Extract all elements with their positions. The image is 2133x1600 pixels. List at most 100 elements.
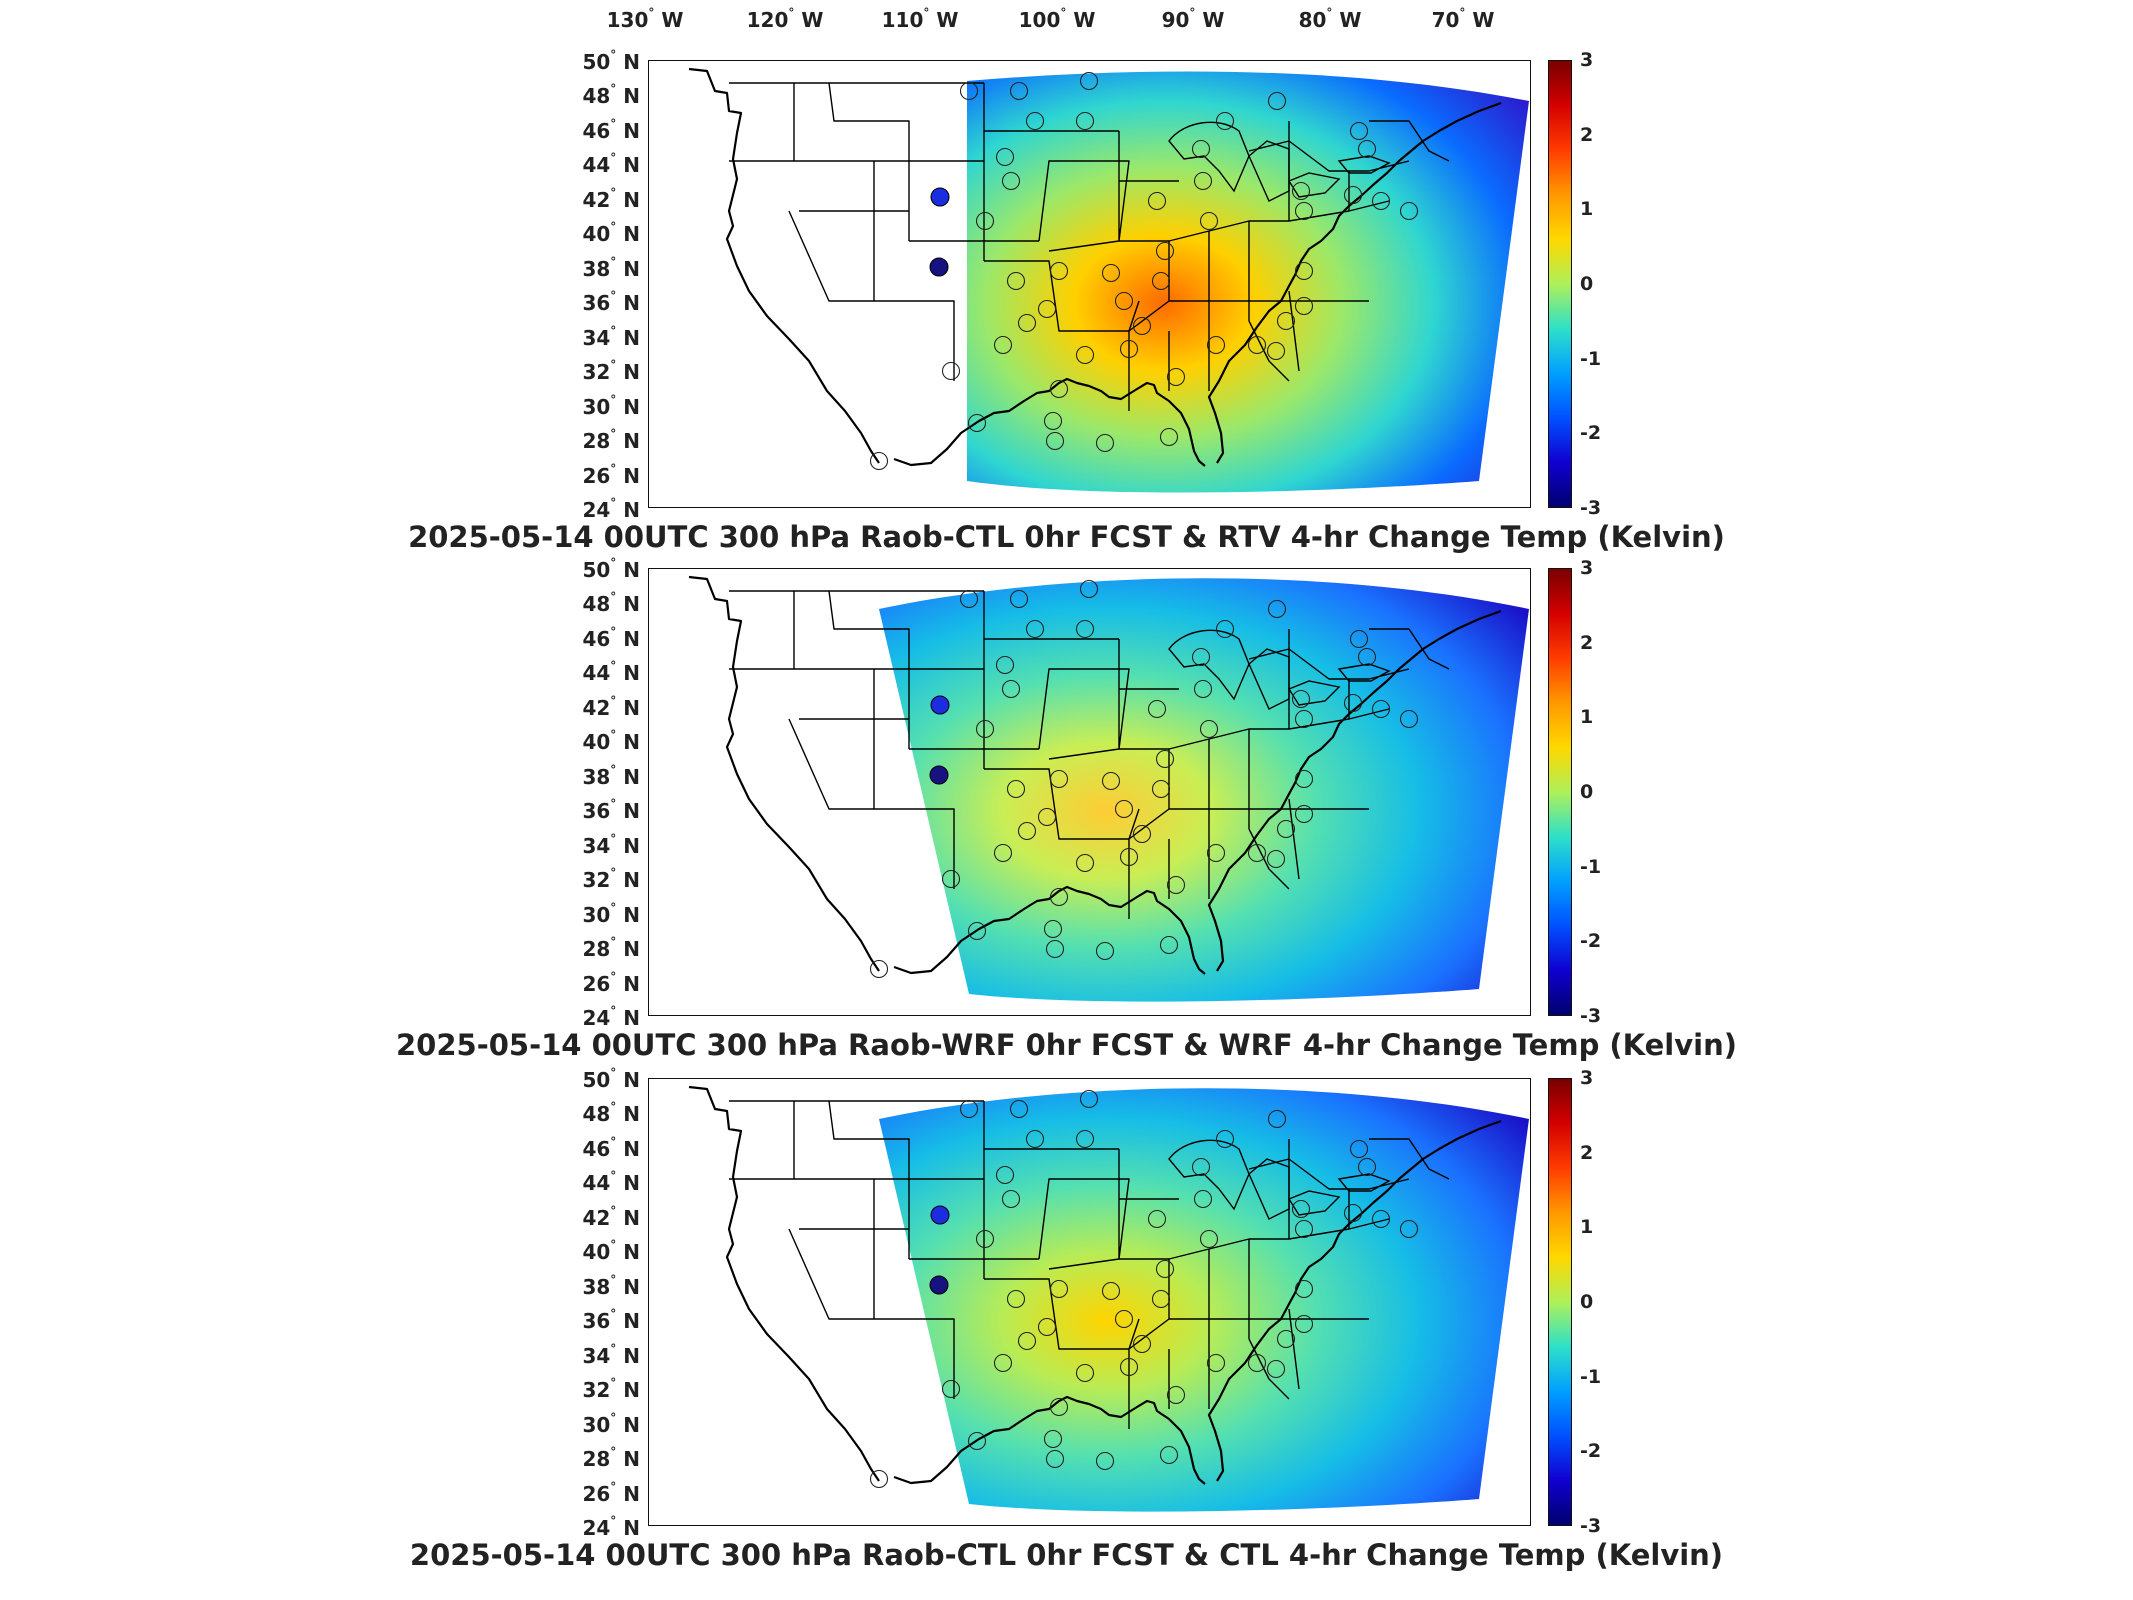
colorbar-tick-label: 3 <box>1580 1067 1594 1089</box>
raob-station-marker <box>1155 749 1175 769</box>
map-plot-area <box>688 67 1529 493</box>
longitude-label-100: 100° W <box>1018 6 1096 32</box>
raob-station-marker <box>1025 619 1045 639</box>
colorbar-tick-label: -3 <box>1580 1515 1602 1537</box>
raob-station-marker <box>1266 1359 1286 1379</box>
raob-station-marker <box>959 81 979 101</box>
raob-station-marker <box>1132 316 1152 336</box>
raob-station-marker <box>869 451 889 471</box>
raob-station-marker <box>869 959 889 979</box>
latitude-label-36: 36° N <box>582 1307 640 1334</box>
raob-station-marker <box>1151 779 1171 799</box>
latitude-label-38: 38° N <box>582 762 640 789</box>
raob-station-marker <box>1399 1219 1419 1239</box>
raob-station-marker <box>975 719 995 739</box>
raob-station-marker <box>1132 1334 1152 1354</box>
colorbar-tick-label: -2 <box>1580 422 1602 445</box>
latitude-label-34: 34° N <box>582 323 640 350</box>
latitude-label-42: 42° N <box>582 693 640 720</box>
latitude-label-42: 42° N <box>582 1203 640 1230</box>
raob-station-marker <box>1017 821 1037 841</box>
raob-station-marker <box>1193 1189 1213 1209</box>
raob-station-marker <box>1159 427 1179 447</box>
temperature-change-field <box>967 71 1529 493</box>
colorbar-tick-label: -1 <box>1580 855 1602 878</box>
latitude-label-28: 28° N <box>582 935 640 962</box>
colorbar-tick-label: 2 <box>1580 123 1594 146</box>
colorbar <box>1548 1078 1572 1526</box>
raob-station-marker <box>1399 201 1419 221</box>
panel-title: 2025-05-14 00UTC 300 hPa Raob-CTL 0hr FC… <box>409 1538 1724 1572</box>
latitude-label-30: 30° N <box>582 900 640 927</box>
panel-title: 2025-05-14 00UTC 300 hPa Raob-WRF 0hr FC… <box>395 1028 1737 1062</box>
colorbar-tick-label: 0 <box>1580 781 1594 803</box>
latitude-label-28: 28° N <box>582 427 640 454</box>
colorbar-tick-label: 1 <box>1580 198 1594 221</box>
latitude-label-32: 32° N <box>582 358 640 385</box>
latitude-label-36: 36° N <box>582 797 640 824</box>
raob-station-marker <box>1075 1129 1095 1149</box>
raob-station-marker <box>1095 433 1115 453</box>
raob-station-marker <box>1357 139 1377 159</box>
raob-station-marker <box>1006 1289 1026 1309</box>
raob-station-marker <box>1291 1199 1311 1219</box>
raob-station-marker <box>941 361 961 381</box>
raob-station-marker <box>1267 1109 1287 1129</box>
latitude-label-34: 34° N <box>582 1341 640 1368</box>
state-borders <box>729 590 1450 919</box>
colorbar-tick-label: -3 <box>1580 1005 1602 1027</box>
raob-station-marker <box>1206 843 1226 863</box>
raob-station-marker <box>1155 1259 1175 1279</box>
latitude-label-46: 46° N <box>582 1134 640 1161</box>
raob-station-marker <box>1075 345 1095 365</box>
raob-station-marker <box>1101 263 1121 283</box>
raob-station-marker <box>1206 335 1226 355</box>
longitude-label-70: 70° W <box>1431 6 1495 32</box>
raob-station-marker <box>1291 689 1311 709</box>
panel-title: 2025-05-14 00UTC 300 hPa Raob-CTL 0hr FC… <box>408 520 1725 554</box>
latitude-label-44: 44° N <box>582 1169 640 1196</box>
raob-station-marker <box>1215 1129 1235 1149</box>
raob-station-marker <box>1199 1229 1219 1249</box>
colorbar-tick-label: 2 <box>1580 1141 1594 1164</box>
latitude-label-34: 34° N <box>582 831 640 858</box>
colorbar-tick-label: 1 <box>1580 706 1594 729</box>
latitude-label-44: 44° N <box>582 151 640 178</box>
raob-station-marker <box>1159 1445 1179 1465</box>
raob-station-marker <box>1101 1281 1121 1301</box>
map-frame <box>648 60 1531 508</box>
raob-station-marker <box>1371 191 1391 211</box>
map-plot-area <box>688 1085 1529 1512</box>
raob-station-marker <box>993 843 1013 863</box>
raob-station-marker-filled <box>930 1205 950 1225</box>
latitude-label-38: 38° N <box>582 254 640 281</box>
raob-station-marker <box>1294 1314 1314 1334</box>
state-borders <box>729 82 1450 411</box>
latitude-label-36: 36° N <box>582 289 640 316</box>
raob-station-marker <box>995 655 1015 675</box>
raob-station-marker <box>1193 171 1213 191</box>
raob-station-marker <box>1193 679 1213 699</box>
latitude-label-40: 40° N <box>582 728 640 755</box>
raob-station-marker <box>1043 411 1063 431</box>
raob-station-marker <box>967 921 987 941</box>
raob-station-marker <box>1095 941 1115 961</box>
map-frame <box>648 1078 1531 1526</box>
longitude-label-80: 80° W <box>1298 6 1362 32</box>
raob-station-marker <box>1049 261 1069 281</box>
latitude-label-48: 48° N <box>582 590 640 617</box>
raob-station-marker <box>869 1469 889 1489</box>
raob-station-marker <box>1349 629 1369 649</box>
raob-station-marker <box>1037 1317 1057 1337</box>
raob-station-marker <box>1049 1279 1069 1299</box>
colorbar <box>1548 60 1572 508</box>
latitude-label-48: 48° N <box>582 1100 640 1127</box>
colorbar-tick-label: -2 <box>1580 930 1602 953</box>
latitude-label-46: 46° N <box>582 116 640 143</box>
raob-station-marker <box>1294 261 1314 281</box>
raob-station-marker <box>1101 771 1121 791</box>
raob-station-marker <box>1037 807 1057 827</box>
raob-station-marker <box>1049 1397 1069 1417</box>
raob-station-marker <box>941 1379 961 1399</box>
map-plot-area <box>688 575 1529 1002</box>
